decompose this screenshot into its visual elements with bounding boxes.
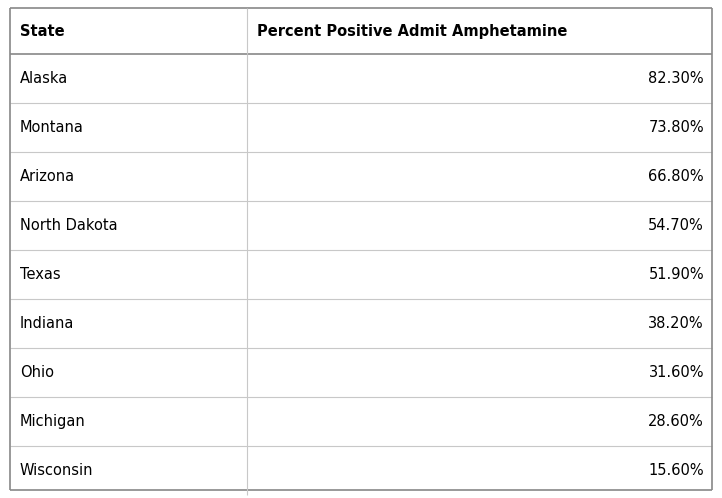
Text: Arizona: Arizona — [20, 169, 75, 184]
Bar — [10, 8, 712, 54]
Text: North Dakota: North Dakota — [20, 218, 118, 233]
Text: 82.30%: 82.30% — [648, 71, 704, 86]
Text: 66.80%: 66.80% — [648, 169, 704, 184]
Text: 31.60%: 31.60% — [648, 365, 704, 380]
Text: 54.70%: 54.70% — [648, 218, 704, 233]
Text: Indiana: Indiana — [20, 316, 74, 331]
Text: Texas: Texas — [20, 267, 61, 282]
Text: 28.60%: 28.60% — [648, 414, 704, 429]
Text: State: State — [20, 23, 65, 38]
Text: 15.60%: 15.60% — [648, 463, 704, 478]
Bar — [10, 54, 712, 103]
Bar — [10, 250, 712, 299]
Bar — [10, 299, 712, 348]
Text: 73.80%: 73.80% — [648, 120, 704, 135]
Bar — [10, 152, 712, 201]
Bar — [10, 201, 712, 250]
Bar — [10, 446, 712, 495]
Text: Montana: Montana — [20, 120, 84, 135]
Text: Michigan: Michigan — [20, 414, 86, 429]
Bar — [10, 348, 712, 397]
Text: 51.90%: 51.90% — [648, 267, 704, 282]
Bar — [10, 397, 712, 446]
Text: Ohio: Ohio — [20, 365, 54, 380]
Text: Percent Positive Admit Amphetamine: Percent Positive Admit Amphetamine — [257, 23, 567, 38]
Text: Alaska: Alaska — [20, 71, 69, 86]
Text: 38.20%: 38.20% — [648, 316, 704, 331]
Bar — [10, 103, 712, 152]
Text: Wisconsin: Wisconsin — [20, 463, 94, 478]
